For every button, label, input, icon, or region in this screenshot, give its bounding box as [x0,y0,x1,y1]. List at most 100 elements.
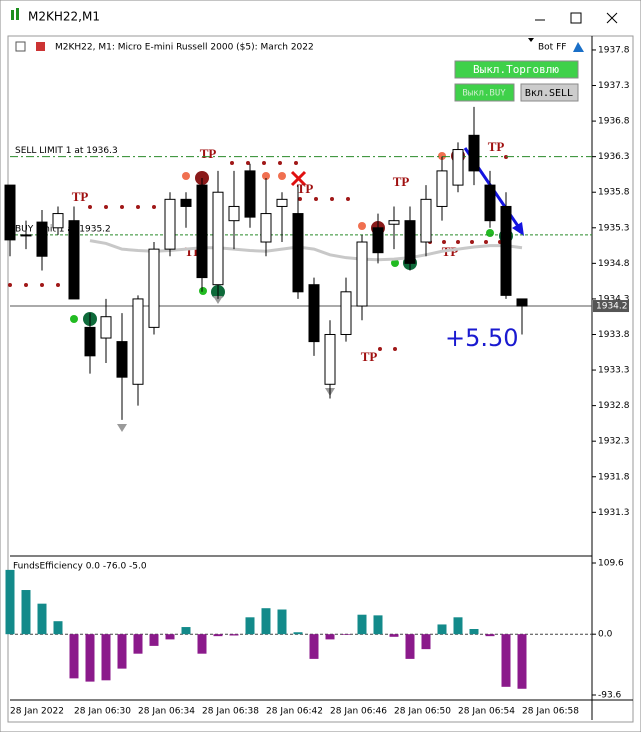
tp-label: TP [72,189,89,204]
tp-dot [120,205,124,209]
candle-body [356,241,368,307]
y-tick-label: 1937.8 [598,45,630,55]
x-tick-label: 28 Jan 2022 [10,707,64,717]
candle-body [196,184,208,279]
bar [213,634,223,637]
candle-body [212,191,224,286]
profit-label: +5.50 [445,324,519,352]
button-label[interactable]: Вкл.SELL [525,88,573,99]
candle-body [52,213,64,229]
tp-dot [294,161,298,165]
bar [485,634,495,637]
tp-label: TP [393,174,410,189]
current-price-label: 1934.2 [596,302,628,312]
tp-dot [246,161,250,165]
entry-dot [438,152,446,160]
bar [405,634,415,659]
candle-body [484,184,496,222]
bar [5,569,15,635]
signal-dot [199,287,207,295]
entry-dot [278,172,286,180]
bar [309,634,319,659]
tp-dot [393,347,397,351]
app-icon [16,8,19,20]
candle-body [500,205,512,296]
order-label: SELL LIMIT 1 at 1936.3 [15,146,118,156]
bar [357,614,367,635]
candle-body [116,341,128,378]
entry-dot [262,172,270,180]
close-button[interactable] [606,12,618,24]
candle-body [164,198,176,250]
tp-label: TP [488,139,505,154]
current-price-box [593,300,629,313]
dropdown-icon[interactable] [528,38,534,42]
bar [373,615,383,635]
tp-dot [262,161,266,165]
bar [149,634,159,646]
y-tick-label: 1932.8 [598,401,630,411]
candle-body [404,220,416,264]
arrow-marker [213,296,223,304]
y-tick-label: 109.6 [598,559,624,569]
button-label[interactable]: Выкл.BUY [462,89,506,99]
bar [197,634,207,654]
y-tick-label: 1937.3 [598,81,630,91]
trend-arrow-head [512,222,524,236]
moving-average [89,239,523,262]
candle-body [260,213,272,243]
button-label[interactable]: Выкл.Торговлю [473,63,559,76]
bar [165,634,175,640]
tp-dot [152,205,156,209]
maximize-button[interactable] [570,12,582,24]
candle-body [420,198,432,243]
button[interactable] [454,60,579,79]
button[interactable] [454,83,515,102]
tp-label: TP [200,146,217,161]
candle-body [36,221,48,257]
bar [261,608,271,635]
app-icon [11,10,14,20]
y-tick-label: -93.6 [598,690,622,700]
signal-dot [391,259,399,267]
candle-body [100,316,112,339]
tp-dot [8,283,12,287]
bar [85,634,95,682]
tp-dot [314,197,318,201]
x-tick-label: 28 Jan 06:30 [74,707,131,717]
bar [117,634,127,669]
candle-body [436,170,448,207]
bar [277,609,287,635]
title-bar: M2KH22,M1 [11,8,618,24]
bar [325,634,335,640]
y-tick-label: 1935.3 [598,223,630,233]
candle-body [452,149,464,186]
candle-body [340,291,352,335]
bar [469,629,479,635]
tp-dot [104,205,108,209]
bar [501,634,511,687]
x-tick-label: 28 Jan 06:34 [138,707,195,717]
candle-body [244,170,256,218]
tp-dot [298,197,302,201]
x-tick-label: 28 Jan 06:50 [394,707,451,717]
tp-label: TP [297,181,314,196]
x-tick-label: 28 Jan 06:46 [330,707,387,717]
signal-dot [486,229,494,237]
tp-dot [136,205,140,209]
candle-body [468,134,480,172]
tp-dot [56,283,60,287]
bar [437,624,447,635]
candle-body [68,220,80,300]
bar [21,590,31,635]
candle-body [148,248,160,328]
bar [229,634,239,636]
x-tick-label: 28 Jan 06:58 [522,707,579,717]
cancel-mark [290,170,307,187]
y-tick-label: 0.0 [598,630,613,640]
bar [69,634,79,679]
button[interactable] [520,83,579,102]
tp-dot [470,240,474,244]
y-tick-label: 1931.3 [598,508,630,518]
